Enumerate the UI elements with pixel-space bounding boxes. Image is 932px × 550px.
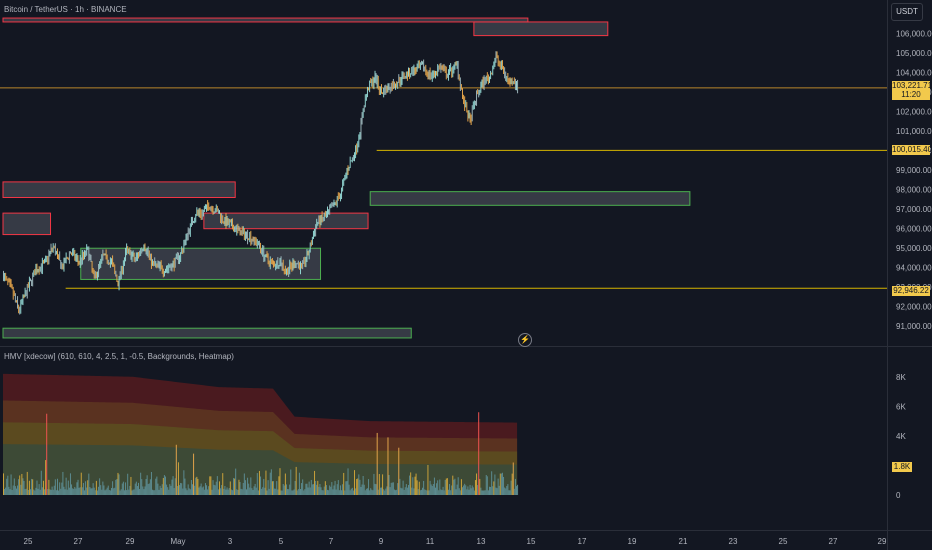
countdown-label: 11:20: [901, 90, 921, 99]
symbol-title: Bitcoin / TetherUS · 1h · BINANCE: [4, 5, 127, 14]
horizontal-levels-layer: [0, 87, 887, 289]
time-tick-label: 11: [426, 537, 435, 546]
time-tick-label: 21: [679, 537, 688, 546]
price-tick-label: 104,000.00: [896, 69, 932, 78]
level-tag-92k: 92,946.22: [892, 286, 930, 296]
price-tick-label: 98,000.00: [896, 186, 932, 195]
price-tick-label: 105,000.00: [896, 49, 932, 58]
volume-tick-label: 4K: [896, 432, 906, 441]
current-price-tag: 103,221.71 11:20: [892, 81, 932, 100]
time-tick-label: 27: [829, 537, 838, 546]
supply-zone: [2, 181, 236, 199]
indicator-title[interactable]: HMV [xdecow] (610, 610, 4, 2.5, 1, -0.5,…: [4, 352, 234, 361]
supply-zone: [2, 17, 529, 23]
supply-zone: [473, 21, 609, 37]
zones-layer: [2, 17, 691, 339]
price-tick-label: 101,000.00: [896, 127, 932, 136]
time-tick-label: 19: [628, 537, 637, 546]
volume-tick-label: 6K: [896, 402, 906, 411]
price-tick-label: 91,000.00: [896, 322, 932, 331]
demand-zone: [2, 327, 412, 339]
volume-bars-layer: [3, 412, 519, 495]
time-tick-label: 3: [228, 537, 233, 546]
price-tick-label: 106,000.00: [896, 30, 932, 39]
current-volume-tag: 1.8K: [892, 462, 912, 472]
time-tick-label: 29: [126, 537, 135, 546]
price-tick-label: 99,000.00: [896, 166, 932, 175]
price-tick-label: 95,000.00: [896, 244, 932, 253]
lightning-icon[interactable]: ⚡: [518, 333, 532, 347]
time-tick-label: 15: [527, 537, 536, 546]
time-tick-label: 27: [74, 537, 83, 546]
current-price-label: 103,221.71: [892, 81, 932, 90]
time-tick-label: 29: [878, 537, 887, 546]
supply-zone: [2, 212, 52, 236]
time-tick-label: 25: [24, 537, 33, 546]
price-tick-label: 102,000.00: [896, 108, 932, 117]
price-tick-label: 94,000.00: [896, 264, 932, 273]
price-tick-label: 92,000.00: [896, 303, 932, 312]
currency-button[interactable]: USDT: [891, 3, 923, 21]
price-tick-label: 96,000.00: [896, 225, 932, 234]
volume-tick-label: 0: [896, 491, 901, 500]
time-tick-label: 17: [578, 537, 587, 546]
time-tick-label: May: [170, 537, 185, 546]
time-tick-label: 9: [379, 537, 384, 546]
demand-zone: [369, 191, 691, 206]
level-tag-100k: 100,015.40: [892, 145, 932, 155]
candles-layer: [3, 51, 519, 315]
time-axis: 25 27 29 May 3 5 7 9 11 13 15 17 19 21 23 25 27 29: [24, 537, 887, 546]
time-tick-label: 25: [779, 537, 788, 546]
volume-axis: 8K 6K 4K 0: [896, 373, 906, 500]
volume-tick-label: 8K: [896, 373, 906, 382]
time-tick-label: 23: [729, 537, 738, 546]
time-tick-label: 13: [477, 537, 486, 546]
time-tick-label: 7: [329, 537, 334, 546]
time-tick-label: 5: [279, 537, 284, 546]
price-tick-label: 97,000.00: [896, 205, 932, 214]
